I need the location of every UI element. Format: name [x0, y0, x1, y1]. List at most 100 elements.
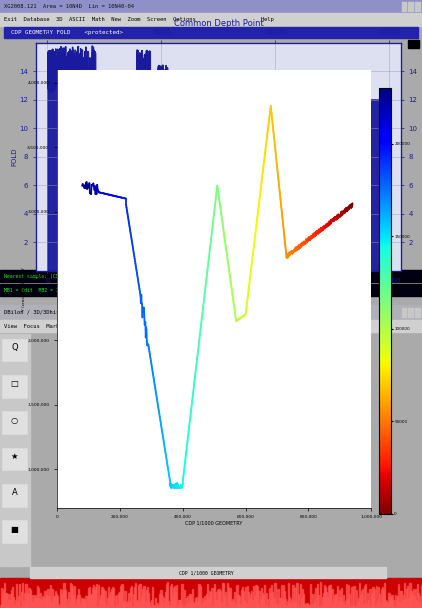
- Bar: [311, 604, 313, 608]
- Bar: [195, 598, 197, 608]
- Bar: [249, 599, 250, 608]
- Bar: [330, 586, 332, 608]
- Bar: [60, 589, 62, 608]
- Bar: [319, 606, 320, 608]
- Bar: [286, 605, 287, 608]
- Bar: [34, 598, 35, 608]
- Bar: [210, 592, 211, 608]
- Bar: [182, 606, 184, 608]
- Bar: [2, 447, 27, 470]
- Bar: [354, 587, 355, 608]
- Bar: [279, 598, 281, 608]
- Bar: [317, 595, 319, 608]
- Bar: [212, 605, 213, 608]
- Bar: [228, 587, 229, 608]
- Bar: [270, 593, 271, 608]
- Bar: [30, 590, 31, 608]
- Bar: [41, 600, 42, 608]
- Bar: [15, 599, 16, 608]
- Bar: [213, 589, 214, 608]
- Bar: [415, 2, 421, 12]
- Bar: [273, 598, 275, 608]
- Bar: [196, 597, 197, 608]
- Bar: [4, 583, 5, 608]
- Bar: [164, 598, 165, 608]
- Bar: [308, 605, 309, 608]
- Bar: [364, 586, 365, 608]
- Bar: [48, 589, 49, 608]
- Text: Q: Q: [11, 343, 18, 352]
- Bar: [373, 589, 375, 608]
- Bar: [289, 596, 290, 608]
- Bar: [385, 600, 387, 608]
- Bar: [3, 589, 4, 608]
- Bar: [250, 594, 252, 608]
- Bar: [362, 589, 363, 608]
- Bar: [264, 585, 265, 608]
- Bar: [365, 584, 366, 608]
- Bar: [348, 585, 349, 608]
- Bar: [31, 595, 32, 608]
- Bar: [312, 594, 314, 608]
- Bar: [346, 584, 347, 608]
- Bar: [224, 596, 225, 608]
- Bar: [193, 603, 194, 608]
- Bar: [89, 587, 90, 608]
- Bar: [137, 603, 138, 608]
- Bar: [59, 604, 60, 608]
- Bar: [342, 602, 343, 608]
- Bar: [301, 598, 302, 608]
- Bar: [233, 601, 235, 608]
- Bar: [378, 587, 379, 608]
- Text: DBilon / 3D/3Dhispath/TOP: DBilon / 3D/3Dhispath/TOP: [4, 309, 86, 315]
- Bar: [157, 603, 159, 608]
- Bar: [209, 591, 210, 608]
- Bar: [169, 606, 170, 608]
- Bar: [95, 587, 96, 608]
- Bar: [76, 599, 77, 608]
- Bar: [304, 604, 305, 608]
- Bar: [408, 308, 414, 318]
- Bar: [380, 603, 381, 608]
- Bar: [298, 593, 299, 608]
- Bar: [206, 595, 207, 608]
- Text: MB1 = Edit  MB2 = Interpolate: MB1 = Edit MB2 = Interpolate: [4, 288, 88, 292]
- Bar: [388, 593, 390, 608]
- Bar: [115, 596, 116, 608]
- Bar: [299, 606, 300, 608]
- Bar: [215, 592, 216, 608]
- Bar: [350, 606, 352, 608]
- Bar: [340, 598, 341, 608]
- Bar: [271, 585, 273, 608]
- Bar: [158, 606, 160, 608]
- Bar: [172, 595, 173, 608]
- Bar: [167, 582, 168, 608]
- Bar: [386, 601, 387, 608]
- Bar: [197, 601, 199, 608]
- Bar: [106, 605, 107, 608]
- Bar: [82, 599, 84, 608]
- Bar: [86, 596, 87, 608]
- Bar: [80, 603, 81, 608]
- Bar: [129, 603, 130, 608]
- Bar: [259, 591, 260, 608]
- Bar: [20, 606, 22, 608]
- Bar: [377, 601, 378, 608]
- Bar: [50, 584, 51, 608]
- Bar: [32, 601, 33, 608]
- Bar: [230, 588, 231, 608]
- Bar: [253, 586, 254, 608]
- Bar: [198, 584, 200, 608]
- Bar: [241, 587, 243, 608]
- Bar: [341, 588, 342, 608]
- Bar: [200, 604, 202, 608]
- Bar: [63, 583, 65, 608]
- Bar: [132, 606, 133, 608]
- Bar: [343, 595, 344, 608]
- Bar: [138, 586, 139, 608]
- Text: View  Focus  Marks  Color  Options  Project                                     : View Focus Marks Color Options Project: [4, 323, 281, 328]
- Bar: [285, 598, 286, 608]
- Bar: [199, 587, 201, 608]
- Bar: [187, 596, 188, 608]
- Text: Nearest sample: (CDP, FOLD) = (3540, 12)  Cursor: (CDP, FOLD) = (3540.7, 12): Nearest sample: (CDP, FOLD) = (3540, 12)…: [4, 274, 223, 278]
